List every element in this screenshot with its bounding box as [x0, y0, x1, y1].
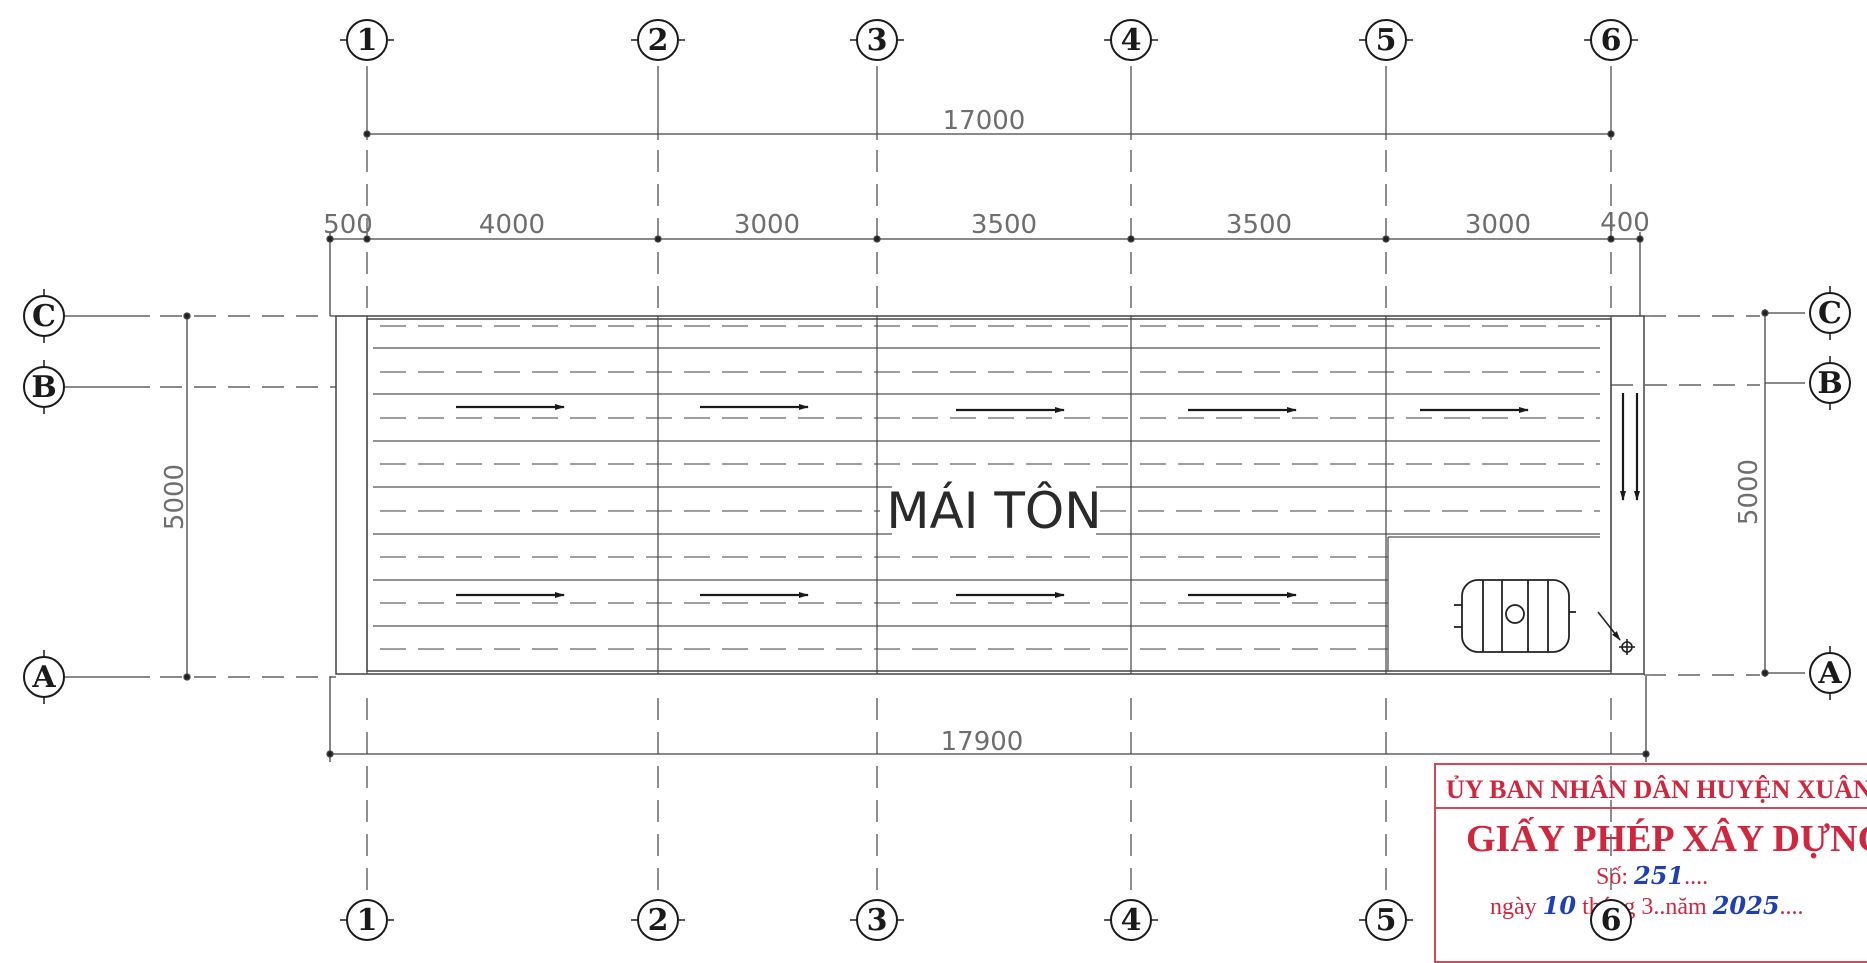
- axis-bubble-5-bottom: 5: [1359, 899, 1413, 941]
- stamp-number-line: Số: 251....: [1436, 861, 1867, 891]
- axis-bubble-B-right: B: [1809, 356, 1851, 410]
- axis-label: B: [31, 370, 56, 405]
- axis-bubble-2-bottom: 2: [631, 899, 685, 941]
- dim-left-vertical: 5000: [160, 464, 190, 530]
- dim-span: 4000: [479, 210, 545, 240]
- axis-label: 1: [357, 903, 378, 938]
- roof-label: MÁI TÔN: [886, 481, 1101, 540]
- roof-plan-drawing: 17000 500 4000 3000 3500 3500 3000 400 1…: [23, 19, 1851, 941]
- axis-label: C: [32, 299, 56, 334]
- axis-label: 6: [1601, 23, 1622, 58]
- tank-area-boundary: [1387, 536, 1600, 671]
- permit-stamp: ỦY BAN NHÂN DÂN HUYỆN XUÂN LỘC GIẤY PHÉP…: [1434, 763, 1867, 963]
- axis-bubble-4-top: 4: [1104, 19, 1158, 61]
- stamp-month-value: 3: [1641, 894, 1654, 920]
- stamp-authority: ỦY BAN NHÂN DÂN HUYỆN XUÂN LỘC: [1436, 765, 1867, 809]
- roof-drain-icon: [1597, 611, 1635, 655]
- slope-arrows: [456, 393, 1640, 598]
- grid-lines-vertical: [366, 66, 1612, 900]
- axis-bubble-A-left: A: [23, 650, 65, 704]
- stamp-year-label: ..năm: [1653, 894, 1707, 920]
- axis-bubble-2-top: 2: [631, 19, 685, 61]
- dim-span: 400: [1600, 208, 1650, 238]
- stamp-year-value: 2025: [1712, 891, 1780, 920]
- axis-label: 2: [648, 903, 669, 938]
- dim-span: 3500: [1226, 210, 1292, 240]
- dim-span: 3000: [1465, 210, 1531, 240]
- axis-bubble-4-bottom: 4: [1104, 899, 1158, 941]
- axis-label: B: [1817, 366, 1842, 401]
- dim-span: 3500: [971, 210, 1037, 240]
- axis-bubbles: 1 2 3 4 5 6 1: [23, 19, 1851, 941]
- axis-label: A: [1817, 656, 1842, 691]
- dimension-lines: [183, 130, 1769, 762]
- roof-sheet-ribs: [380, 325, 1600, 650]
- water-tank-icon: [1454, 579, 1576, 653]
- axis-label: C: [1818, 296, 1842, 331]
- axis-bubble-1-top: 1: [340, 19, 394, 61]
- axis-label: 5: [1376, 903, 1397, 938]
- dimension-labels: 17000 500 4000 3000 3500 3500 3000 400 1…: [160, 106, 1764, 757]
- dim-overall-bottom: 17900: [941, 727, 1024, 757]
- axis-label: 6: [1601, 903, 1622, 938]
- roof-label-background: [892, 478, 1096, 538]
- grid-lines-horizontal: [64, 312, 1805, 678]
- axis-label: A: [31, 660, 56, 695]
- dim-span: 3000: [734, 210, 800, 240]
- stamp-number-dots: ....: [1684, 864, 1709, 890]
- axis-label: 1: [357, 23, 378, 58]
- stamp-day-value: 10: [1542, 891, 1577, 920]
- dim-right-vertical: 5000: [1734, 459, 1764, 525]
- dim-span: 500: [323, 210, 373, 240]
- axis-bubble-A-right: A: [1809, 646, 1851, 700]
- dim-overall-top: 17000: [943, 106, 1026, 136]
- axis-bubble-1-bottom: 1: [340, 899, 394, 941]
- stamp-date-line: ngày 10 tháng 3..năm 2025....: [1436, 891, 1867, 921]
- stamp-date-dots: ....: [1779, 894, 1804, 920]
- axis-bubble-C-right: C: [1809, 286, 1851, 340]
- axis-bubble-C-left: C: [23, 289, 65, 343]
- axis-label: 2: [648, 23, 669, 58]
- stamp-day-label: ngày: [1490, 894, 1537, 920]
- axis-bubble-6-bottom: 6: [1590, 899, 1632, 941]
- stamp-title: GIẤY PHÉP XÂY DỰNG: [1466, 818, 1867, 860]
- axis-bubble-3-top: 3: [850, 19, 904, 61]
- axis-bubble-6-top: 6: [1584, 19, 1638, 61]
- stamp-number-label: Số:: [1596, 864, 1629, 890]
- axis-label: 4: [1121, 23, 1142, 58]
- axis-bubble-B-left: B: [23, 360, 65, 414]
- axis-label: 4: [1121, 903, 1142, 938]
- axis-bubble-3-bottom: 3: [850, 899, 904, 941]
- axis-bubble-5-top: 5: [1359, 19, 1413, 61]
- axis-label: 3: [867, 903, 888, 938]
- axis-label: 3: [867, 23, 888, 58]
- stamp-number-value: 251: [1634, 861, 1685, 890]
- axis-label: 5: [1376, 23, 1397, 58]
